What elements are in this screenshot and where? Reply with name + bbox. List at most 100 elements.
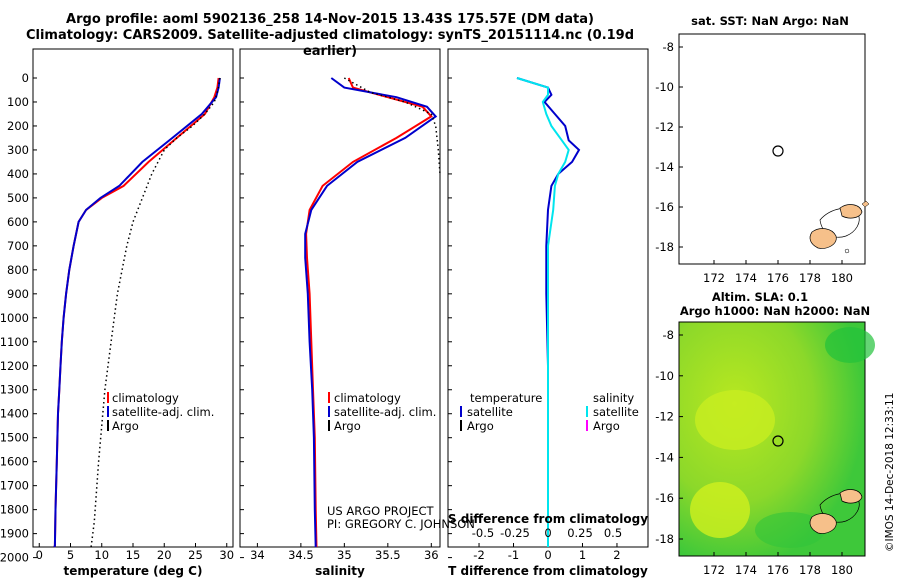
sla-map: Altim. SLA: 0.1 Argo h1000: NaN h2000: N… [655,290,875,577]
x-tick-label: 2 [613,548,620,562]
difference-legend: temperature satellite Argo salinity sate… [460,391,639,433]
sst-map: sat. SST: NaN Argo: NaN -8 -10 -12 -14 -16 -1… [655,14,870,285]
series-line-climatology [53,77,220,548]
x-top-tick-label: 0.5 [604,526,622,540]
x-tick-label: 15 [126,548,141,562]
depth-tick-label: 900 [7,287,29,301]
x-tick-label: -1 [508,548,519,562]
pi-credit: PI: GREGORY C. JOHNSON [327,517,475,531]
x-tick-label: 10 [94,548,109,562]
legend-climatology: climatology [112,391,179,405]
series-line-salinity-satellite [516,77,570,547]
map-x-tick-label: 176 [767,271,789,285]
temperature-legend: climatology satellite-adj. clim. Argo [107,391,214,433]
sst-map-ticks: -8 -10 -12 -14 -16 -18 172 174 176 178 180 [655,40,853,285]
legend-argo: Argo [112,419,139,433]
sla-map-ticks: -8 -10 -12 -14 -16 -18 172 174 176 178 180 [655,328,853,577]
map-x-tick-label: 178 [799,271,821,285]
map-y-tick-label: -10 [655,80,674,94]
legend-climatology: climatology [334,391,401,405]
x-tick-label: 35.5 [375,548,401,562]
depth-tick-label: 700 [7,239,29,253]
x-tick-label: 0 [36,548,43,562]
depth-tick-label: 1400 [0,407,29,421]
map-x-tick-label: 180 [831,271,853,285]
x-top-tick-label: 0 [544,526,551,540]
legend-argo: Argo [334,419,361,433]
salinity-panel-frame [239,48,441,548]
depth-tick-label: 1800 [0,503,29,517]
argo-position-marker [772,435,784,447]
map-x-tick-label: 174 [735,563,757,577]
temperature-xlabel: temperature (deg C) [64,564,203,578]
x-tick-label: 0 [544,548,551,562]
title-line-2: Climatology: CARS2009. Satellite-adjuste… [25,28,635,59]
x-tick-label: 20 [157,548,172,562]
depth-tick-label: 1600 [0,455,29,469]
x-tick-label: 34 [250,548,265,562]
depth-tick-label: 1000 [0,311,29,325]
depth-tick-label: 1900 [0,527,29,541]
map-y-tick-label: -16 [655,491,674,505]
map-y-tick-label: -8 [663,40,674,54]
series-line-argo [90,77,221,548]
temperature-panel-frame [32,48,234,548]
x-top-tick-label: -0.25 [500,526,530,540]
difference-xlabel-top: S difference from climatology [448,512,648,526]
fiji-islands [809,200,870,254]
x-tick-label: 34.5 [288,548,314,562]
title-line-1: Argo profile: aoml 5902136_258 14-Nov-20… [66,12,594,27]
salinity-xlabel: salinity [315,564,365,578]
sla-map-title-2: Argo h1000: NaN h2000: NaN [680,304,870,318]
depth-tick-label: 1200 [0,359,29,373]
map-y-tick-label: -16 [655,200,674,214]
map-y-tick-label: -10 [655,369,674,383]
legend-temp-argo: Argo [467,419,494,433]
series-line-climatology [305,77,433,548]
map-y-tick-label: -18 [655,240,674,254]
map-x-tick-label: 180 [831,563,853,577]
argo-position-marker [772,145,784,157]
legend-satellite: satellite-adj. clim. [334,405,436,419]
legend-temp-satellite: satellite [467,405,513,419]
legend-sal-argo: Argo [593,419,620,433]
project-credit: US ARGO PROJECT [327,504,435,518]
x-tick-label: 30 [219,548,234,562]
sst-map-title: sat. SST: NaN Argo: NaN [691,14,849,28]
x-top-tick-label: -0.5 [472,526,494,540]
legend-temperature-title: temperature [470,391,542,405]
map-y-tick-label: -8 [663,328,674,342]
map-y-tick-label: -18 [655,532,674,546]
imos-stamp: ©IMOS 14-Dec-2018 12:33:11 [884,393,896,552]
series-line-satellite-adj-clim- [304,77,438,548]
series-line-satellite-adj-clim- [53,77,221,548]
series-line-temperature-satellite [516,77,581,547]
x-tick-label: -2 [473,548,484,562]
map-y-tick-label: -12 [655,120,674,134]
x-top-tick-label: 0.25 [567,526,593,540]
fiji-islands [809,489,863,534]
depth-tick-label: 600 [7,215,29,229]
depth-tick-label: 100 [7,95,29,109]
salinity-plot: 34 34.5 35 35.5 36 [250,77,441,562]
x-tick-label: 5 [67,548,74,562]
depth-tick-label: 1700 [0,479,29,493]
difference-xlabel: T difference from climatology [448,564,648,578]
depth-tick-label: 2000 [0,551,29,565]
depth-tick-label: 800 [7,263,29,277]
depth-axis: 0100200300400500600700800900100011001200… [0,71,452,565]
depth-tick-label: 1300 [0,383,29,397]
map-x-tick-label: 178 [799,563,821,577]
x-tick-label: 1 [579,548,586,562]
map-x-tick-label: 172 [703,563,725,577]
sla-map-title-1: Altim. SLA: 0.1 [712,290,808,304]
depth-tick-label: 400 [7,167,29,181]
x-tick-label: 35 [337,548,352,562]
difference-plot: -2 -1 0 1 2 -0.5 -0.25 0 0.25 0.5 [472,77,622,562]
depth-tick-label: 500 [7,191,29,205]
map-x-tick-label: 174 [735,271,757,285]
map-y-tick-label: -14 [655,160,674,174]
map-y-tick-label: -12 [655,410,674,424]
map-y-tick-label: -14 [655,450,674,464]
